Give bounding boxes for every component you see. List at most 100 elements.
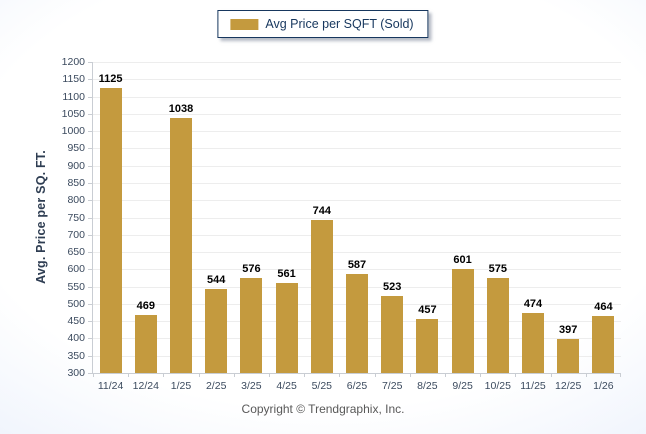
bar [486, 277, 509, 373]
y-axis-tick-label: 1100 [62, 90, 85, 103]
y-axis-tick-label: 850 [67, 176, 85, 189]
bar [205, 288, 228, 373]
bar [381, 295, 404, 373]
bar-value-label: 474 [523, 297, 543, 310]
y-axis-tick [88, 355, 93, 357]
y-axis-tick-label: 1050 [61, 107, 85, 120]
x-axis-tick [445, 373, 446, 377]
bar [240, 277, 263, 373]
x-axis-tick-label: 11/24 [97, 380, 124, 392]
bar-value-label: 397 [559, 324, 578, 337]
x-axis-tick [128, 373, 130, 377]
x-axis-tick [515, 373, 517, 377]
gridline [93, 182, 621, 184]
bar [592, 316, 615, 373]
bar [416, 318, 439, 373]
bar-value-label: 576 [242, 262, 261, 275]
bar [134, 314, 157, 373]
x-axis-tick-label: 2/25 [205, 380, 227, 392]
y-axis-tick [88, 373, 93, 374]
y-axis-tick-label: 400 [67, 332, 85, 345]
x-axis-tick [93, 373, 94, 377]
x-axis-tick [480, 373, 482, 377]
y-axis-tick-label: 650 [67, 246, 85, 259]
x-axis-tick-label: 11/25 [520, 380, 546, 392]
bar-value-label: 587 [347, 258, 367, 271]
x-axis-tick [339, 373, 341, 377]
bar-value-label: 744 [312, 204, 331, 217]
y-axis-tick-label: 550 [67, 280, 85, 293]
bar [170, 117, 192, 373]
x-axis-tick-label: 7/25 [381, 380, 403, 392]
y-axis-tick [88, 338, 93, 340]
gridline [93, 252, 621, 254]
bar-value-label: 544 [207, 273, 226, 286]
y-axis-tick [88, 217, 93, 219]
bar [310, 219, 333, 373]
y-axis-title: Avg. Price per SQ. FT. [34, 150, 48, 284]
y-axis-tick-label: 1150 [62, 73, 85, 86]
x-axis-tick-label: 6/25 [346, 380, 368, 392]
x-axis-tick-label: 4/25 [276, 380, 297, 392]
x-axis-tick [163, 373, 165, 377]
y-axis-tick-label: 700 [67, 228, 85, 241]
x-axis-tick [550, 373, 552, 377]
y-axis-tick [88, 96, 93, 98]
gridline [93, 62, 621, 63]
y-axis-tick-label: 450 [67, 315, 85, 328]
y-axis-tick-label: 800 [67, 194, 85, 207]
bar [99, 87, 122, 373]
y-axis-tick-label: 600 [67, 263, 85, 276]
gridline [93, 269, 621, 271]
x-axis-tick [304, 373, 306, 377]
y-axis-tick-label: 750 [67, 211, 85, 224]
gridline [93, 217, 621, 219]
y-axis-tick-label: 350 [67, 349, 85, 362]
y-axis-tick [88, 148, 93, 150]
bar-value-label: 561 [277, 267, 296, 280]
x-axis-tick-label: 8/25 [417, 380, 438, 392]
bar [557, 339, 580, 373]
x-axis-tick-label: 1/26 [593, 380, 614, 392]
y-axis-tick [88, 252, 93, 254]
bar-value-label: 457 [418, 303, 437, 316]
bar-value-label: 469 [136, 299, 155, 312]
y-axis-tick [88, 79, 93, 81]
x-axis-tick [374, 373, 376, 377]
bar-value-label: 575 [488, 262, 507, 275]
bar [451, 269, 474, 373]
y-axis-tick [88, 62, 93, 63]
copyright-text: Copyright © Trendgraphix, Inc. [241, 402, 405, 416]
plot-area: 300 350 400 450 500 550 600 650 700 750 800 850 900 9… [62, 56, 621, 392]
bar-value-label: 601 [453, 254, 472, 266]
y-axis-tick-label: 1200 [61, 56, 85, 68]
x-axis-tick-label: 12/25 [555, 380, 582, 392]
y-axis-tick [88, 286, 93, 288]
gridline [93, 113, 621, 115]
gridline [93, 148, 621, 150]
gridline [93, 96, 621, 98]
bar-value-label: 1125 [98, 72, 123, 85]
y-axis-tick-label: 950 [67, 142, 85, 155]
x-axis-tick [585, 373, 587, 377]
y-axis-tick-label: 1000 [61, 125, 85, 138]
gridline [93, 200, 621, 202]
gridline [93, 79, 621, 81]
x-axis-tick [409, 373, 411, 377]
x-axis-tick [269, 373, 270, 377]
x-axis-tick [233, 373, 235, 377]
y-axis-tick [88, 165, 93, 167]
y-axis-tick [88, 131, 93, 133]
x-axis-tick-label: 5/25 [311, 380, 333, 392]
gridline [93, 234, 621, 236]
bar-value-label: 523 [383, 280, 402, 293]
x-axis-tick-label: 9/25 [452, 380, 473, 392]
y-axis-tick [88, 182, 93, 184]
y-axis-tick [88, 113, 93, 115]
gridline [93, 131, 621, 133]
legend-label: Avg Price per SQFT (Sold) [265, 17, 414, 31]
bar-value-label: 1038 [168, 102, 194, 115]
x-axis-tick-label: 10/25 [484, 380, 511, 392]
x-axis-tick-label: 3/25 [241, 380, 262, 392]
